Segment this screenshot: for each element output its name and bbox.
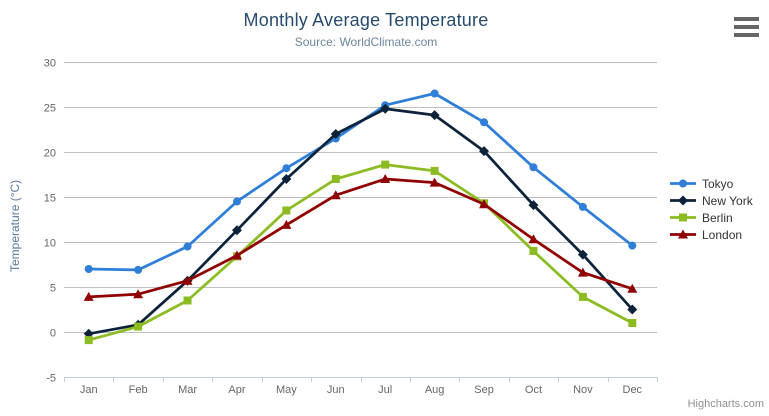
series-line-london <box>87 177 634 299</box>
data-point-tokyo[interactable] <box>84 265 93 273</box>
y-axis-label: 5 <box>50 283 56 295</box>
x-axis-label: Nov <box>573 384 593 396</box>
data-point-london[interactable] <box>281 219 292 229</box>
legend-marker-london-icon <box>670 229 696 239</box>
y-axis-label: 30 <box>44 58 56 70</box>
data-point-tokyo[interactable] <box>232 197 241 206</box>
data-point-berlin[interactable] <box>628 319 637 327</box>
legend-shape-berlin[interactable] <box>679 213 687 222</box>
x-axis-label: Jul <box>378 384 392 396</box>
legend-item-tokyo[interactable]: Tokyo <box>670 175 753 192</box>
data-point-berlin[interactable] <box>134 322 143 331</box>
data-point-berlin[interactable] <box>381 160 390 169</box>
data-point-berlin[interactable] <box>282 206 291 215</box>
data-point-berlin[interactable] <box>183 296 192 305</box>
data-point-new-york[interactable] <box>231 225 242 236</box>
hamburger-icon <box>734 25 759 29</box>
x-axis-label: Feb <box>129 384 148 396</box>
y-axis-label: 20 <box>44 148 56 160</box>
legend-shape-new-york[interactable] <box>678 195 688 206</box>
y-axis-label: 25 <box>44 103 56 115</box>
data-point-london[interactable] <box>627 283 638 293</box>
legend: Tokyo New York Berlin London <box>670 175 753 243</box>
legend-item-london[interactable]: London <box>670 226 753 243</box>
legend-marker-new-york-icon <box>670 195 696 206</box>
legend-marker-berlin-icon <box>670 213 696 222</box>
data-point-berlin[interactable] <box>430 166 439 175</box>
credits-link[interactable]: Highcharts.com <box>687 398 764 410</box>
data-point-tokyo[interactable] <box>282 164 291 173</box>
data-point-new-york[interactable] <box>577 249 588 260</box>
x-axis-label: Dec <box>623 384 643 396</box>
hamburger-icon <box>734 17 759 21</box>
data-point-berlin[interactable] <box>529 247 538 255</box>
data-point-tokyo[interactable] <box>430 89 439 98</box>
y-axis-label: -5 <box>46 373 56 385</box>
x-axis-label: Aug <box>425 384 445 396</box>
data-point-london[interactable] <box>577 267 588 277</box>
y-axis-title: Temperature (°C) <box>8 179 22 272</box>
data-point-london[interactable] <box>479 199 490 209</box>
data-point-tokyo[interactable] <box>480 118 489 127</box>
data-point-new-york[interactable] <box>627 304 638 315</box>
data-point-berlin[interactable] <box>578 292 587 301</box>
x-axis-label: Mar <box>178 384 197 396</box>
data-point-new-york[interactable] <box>429 110 440 121</box>
series-line-berlin <box>87 163 634 342</box>
data-point-new-york[interactable] <box>479 146 490 157</box>
data-point-berlin[interactable] <box>331 175 340 183</box>
legend-label-berlin: Berlin <box>702 210 733 225</box>
legend-label-tokyo: Tokyo <box>702 176 734 191</box>
x-axis-label: Jan <box>80 384 98 396</box>
legend-item-new-york[interactable]: New York <box>670 192 753 209</box>
legend-shape-tokyo[interactable] <box>679 179 687 188</box>
data-point-new-york[interactable] <box>380 103 391 114</box>
hamburger-icon <box>734 33 759 37</box>
data-point-london[interactable] <box>83 291 94 301</box>
data-point-london[interactable] <box>133 289 144 299</box>
data-point-tokyo[interactable] <box>183 242 192 251</box>
data-point-london[interactable] <box>528 234 539 244</box>
legend-marker-tokyo-icon <box>670 179 696 188</box>
y-axis-label: 10 <box>44 238 56 250</box>
data-point-tokyo[interactable] <box>529 163 538 172</box>
data-point-london[interactable] <box>429 177 440 187</box>
data-point-london[interactable] <box>380 174 391 183</box>
x-axis-label: Sep <box>474 384 494 396</box>
data-point-tokyo[interactable] <box>628 241 637 250</box>
data-point-new-york[interactable] <box>330 129 341 139</box>
data-point-london[interactable] <box>182 275 193 285</box>
x-axis-label: Oct <box>525 384 542 396</box>
legend-label-london: London <box>702 227 743 242</box>
legend-label-new-york: New York <box>702 193 753 208</box>
legend-item-berlin[interactable]: Berlin <box>670 209 753 226</box>
data-point-tokyo[interactable] <box>578 202 587 211</box>
data-point-london[interactable] <box>330 190 341 200</box>
data-point-new-york[interactable] <box>528 200 539 211</box>
x-axis-label: Apr <box>228 384 245 396</box>
data-point-new-york[interactable] <box>281 174 292 184</box>
y-axis-label: 15 <box>44 193 56 205</box>
series-line-new-york <box>87 107 634 336</box>
legend-shape-london[interactable] <box>678 229 688 239</box>
y-axis-label: 0 <box>50 328 56 340</box>
data-point-tokyo[interactable] <box>134 265 143 274</box>
x-axis-label: Jun <box>327 384 345 396</box>
data-point-london[interactable] <box>231 250 242 260</box>
data-point-berlin[interactable] <box>84 336 93 345</box>
x-axis-label: May <box>276 384 297 396</box>
export-menu-button[interactable] <box>734 17 760 37</box>
